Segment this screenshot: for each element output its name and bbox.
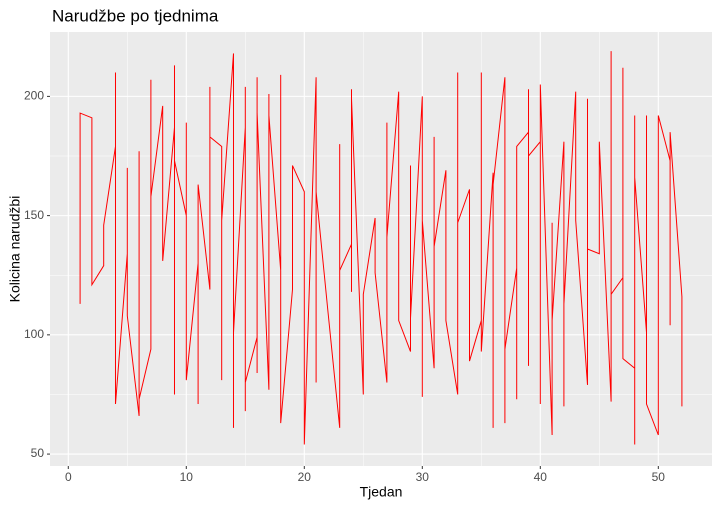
panel xyxy=(50,32,712,466)
y-tick-label: 150 xyxy=(24,208,44,222)
x-axis-title: Tjedan xyxy=(360,484,403,500)
x-tick-label: 20 xyxy=(298,470,312,484)
x-tick-label: 10 xyxy=(180,470,194,484)
y-tick-label: 50 xyxy=(31,446,45,460)
chart-title: Narudžbe po tjednima xyxy=(52,6,219,25)
line xyxy=(79,51,683,445)
y-tick-label: 200 xyxy=(24,89,44,103)
y-tick-label: 100 xyxy=(24,327,44,341)
y-axis-title: Kolicina narudžbi xyxy=(7,196,23,303)
marks xyxy=(79,51,683,445)
x-tick-label: 50 xyxy=(652,470,666,484)
x-tick-label: 30 xyxy=(416,470,430,484)
x-tick-label: 0 xyxy=(65,470,72,484)
x-tick-label: 40 xyxy=(534,470,548,484)
